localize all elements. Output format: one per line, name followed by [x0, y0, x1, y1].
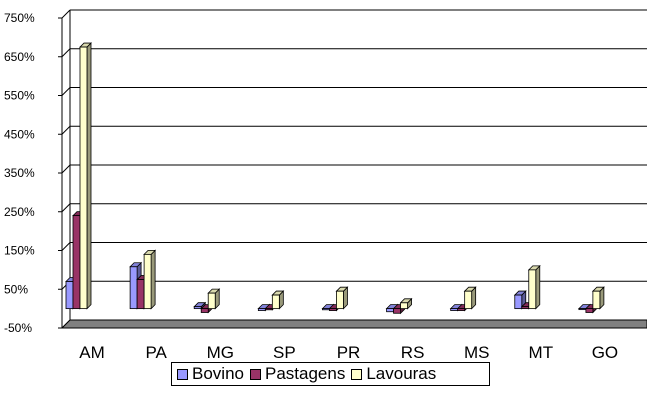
- gridline-side: [61, 164, 71, 174]
- y-tick-label: 750%: [4, 11, 35, 25]
- bar-lavouras-pr: [336, 290, 344, 310]
- legend-swatch-lavouras: [351, 368, 363, 380]
- bar-lavouras-sp: [271, 294, 280, 310]
- legend: Bovino Pastagens Lavouras: [171, 362, 490, 386]
- bar-pastagens-pa: [136, 279, 145, 310]
- bar-side: [86, 42, 92, 310]
- gridline-side: [61, 87, 71, 96]
- bar-side: [535, 264, 541, 310]
- x-tick-label: AM: [79, 343, 105, 362]
- bar-lavouras-rs: [400, 302, 408, 310]
- legend-item-bovino: Bovino: [177, 364, 244, 384]
- bar-bovino-am: [65, 281, 74, 310]
- bar-bovino-rs: [386, 308, 394, 313]
- bar-pastagens-sp: [264, 308, 273, 311]
- x-tick-label: MS: [464, 343, 490, 362]
- gridline-side: [61, 48, 71, 58]
- y-tick-label: -50%: [4, 321, 32, 335]
- bar-side: [150, 249, 156, 310]
- legend-item-lavouras: Lavouras: [351, 364, 436, 384]
- legend-swatch-pastagens: [249, 368, 261, 380]
- bar-bovino-mt: [514, 294, 523, 310]
- legend-label-pastagens: Pastagens: [264, 364, 346, 383]
- bar-bovino-ms: [450, 308, 459, 311]
- x-tick-label: RS: [401, 343, 425, 362]
- bar-lavouras-am: [79, 46, 88, 310]
- y-tick-label: 50%: [4, 282, 28, 296]
- x-tick-label: PA: [145, 343, 167, 362]
- y-tick-label: 250%: [4, 205, 35, 219]
- bar-bovino-go: [578, 308, 587, 311]
- bar-lavouras-ms: [464, 290, 473, 310]
- bar-pastagens-pr: [329, 308, 337, 311]
- bar-bovino-sp: [257, 308, 266, 311]
- bar-bovino-pr: [322, 308, 330, 311]
- bar-pastagens-rs: [393, 308, 401, 314]
- bar-lavouras-mt: [528, 269, 537, 310]
- bar-pastagens-go: [585, 308, 594, 313]
- gridline-side: [61, 9, 71, 19]
- bar-pastagens-am: [72, 215, 81, 310]
- bar-pastagens-mg: [200, 308, 209, 313]
- y-tick-label: 150%: [4, 244, 35, 258]
- x-tick-label: PR: [337, 343, 361, 362]
- legend-label-bovino: Bovino: [192, 364, 244, 383]
- chart-floor: [60, 319, 647, 329]
- bar-lavouras-go: [592, 290, 601, 310]
- y-tick-label: 450%: [4, 127, 35, 141]
- gridline-side: [61, 125, 71, 135]
- y-tick-label: 350%: [4, 166, 35, 180]
- bar-bovino-mg: [193, 306, 202, 310]
- bar-pastagens-ms: [457, 308, 466, 311]
- y-tick-label: 650%: [4, 50, 35, 64]
- gridline-side: [61, 203, 71, 213]
- bar-lavouras-pa: [143, 253, 152, 310]
- gridline-side: [61, 242, 71, 251]
- x-tick-label: GO: [592, 343, 618, 362]
- bar-pastagens-mt: [521, 306, 530, 310]
- bar-bovino-pa: [129, 266, 138, 310]
- bar-lavouras-mg: [207, 292, 216, 310]
- x-tick-label: SP: [273, 343, 296, 362]
- legend-item-pastagens: Pastagens: [249, 364, 346, 384]
- y-tick-label: 550%: [4, 89, 35, 103]
- legend-label-lavouras: Lavouras: [366, 364, 437, 383]
- legend-swatch-bovino: [177, 368, 188, 380]
- x-tick-label: MT: [529, 343, 554, 362]
- x-tick-label: MG: [207, 343, 234, 362]
